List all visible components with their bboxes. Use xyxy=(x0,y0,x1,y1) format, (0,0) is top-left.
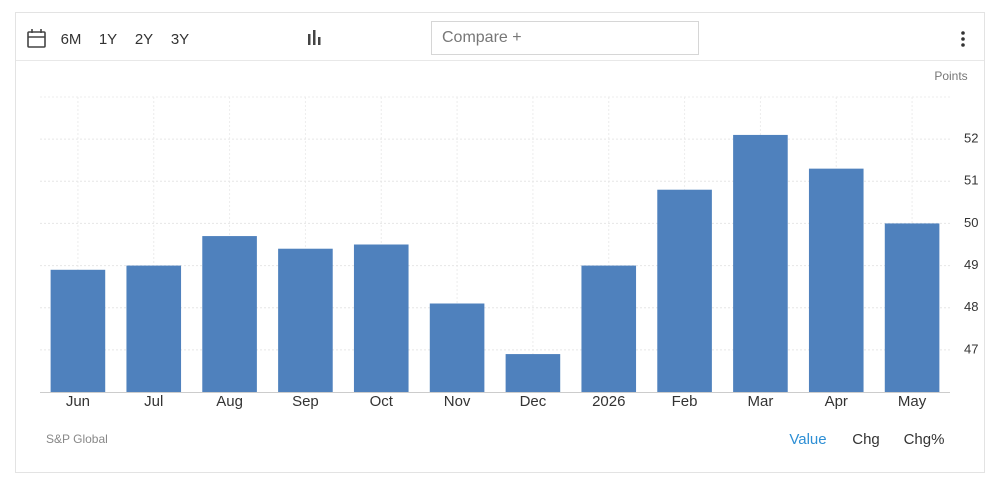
mode-button[interactable]: Chg xyxy=(852,431,880,448)
x-tick-label: Dec xyxy=(520,393,547,410)
x-tick-label: 2026 xyxy=(592,393,625,410)
bar xyxy=(657,189,712,392)
compare-input[interactable] xyxy=(431,21,699,55)
bar xyxy=(353,244,409,392)
x-tick-label: Jun xyxy=(66,393,90,410)
x-tick-label: Feb xyxy=(672,393,698,410)
bar xyxy=(278,248,333,392)
x-tick-label: Aug xyxy=(216,393,243,410)
y-tick-label: 48 xyxy=(964,299,978,314)
mode-button[interactable]: Value xyxy=(789,431,826,448)
calendar-icon[interactable] xyxy=(27,29,46,48)
x-tick-label: May xyxy=(898,393,927,410)
x-tick-label: Oct xyxy=(370,393,394,410)
bar xyxy=(733,134,788,392)
y-tick-label: 51 xyxy=(964,173,978,188)
x-tick-label: Mar xyxy=(747,393,773,410)
bar xyxy=(808,168,864,392)
range-button[interactable]: 1Y xyxy=(99,31,117,48)
chart-type-icon[interactable] xyxy=(308,30,321,45)
range-button[interactable]: 6M xyxy=(61,31,82,48)
mode-button[interactable]: Chg% xyxy=(904,431,945,448)
bar xyxy=(50,269,106,392)
range-button[interactable]: 3Y xyxy=(171,31,189,48)
x-tick-label: Jul xyxy=(144,393,163,410)
y-tick-label: 50 xyxy=(964,215,978,230)
bar xyxy=(505,354,561,392)
bar xyxy=(126,265,182,392)
more-menu[interactable] xyxy=(961,31,965,47)
bar xyxy=(429,303,485,392)
bar xyxy=(202,236,257,392)
range-button[interactable]: 2Y xyxy=(135,31,153,48)
source-label: S&P Global xyxy=(46,432,108,446)
bar xyxy=(884,223,940,392)
compare-placeholder[interactable]: Compare + xyxy=(442,29,522,46)
x-tick-label: Sep xyxy=(292,393,319,410)
y-axis-label: Points xyxy=(934,69,967,83)
x-tick-label: Nov xyxy=(444,393,471,410)
y-tick-label: 47 xyxy=(964,341,978,356)
x-tick-label: Apr xyxy=(825,393,848,410)
y-tick-label: 49 xyxy=(964,257,978,272)
bar xyxy=(581,265,637,392)
y-tick-label: 52 xyxy=(964,131,978,146)
